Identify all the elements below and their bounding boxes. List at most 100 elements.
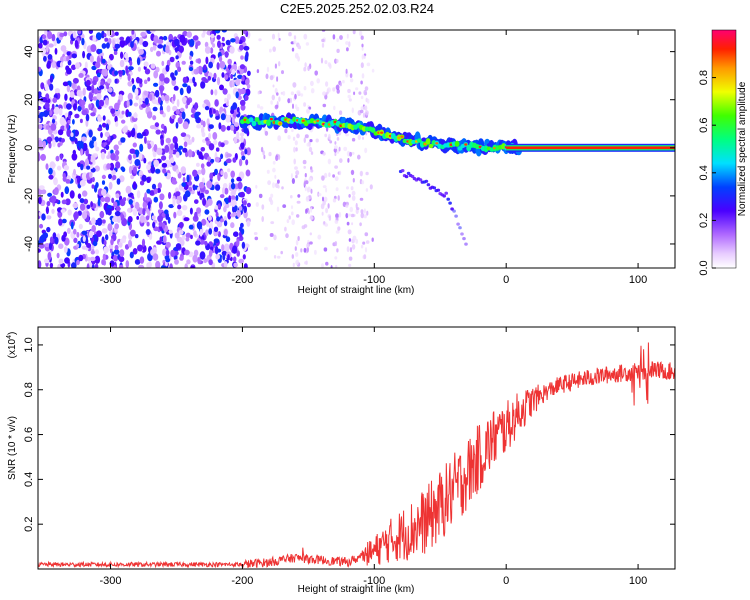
noise-cell (108, 53, 114, 61)
noise-cell (224, 187, 229, 195)
noise-cell (139, 143, 144, 152)
noise-cell (226, 153, 232, 158)
noise-cell (196, 66, 199, 75)
noise-cell (242, 254, 246, 260)
snr-frame (37, 326, 676, 570)
noise-cell (318, 193, 322, 197)
noise-cell (106, 163, 111, 170)
noise-cell (297, 194, 301, 198)
noise-cell (360, 95, 364, 100)
noise-cell (119, 59, 125, 68)
noise-cell (82, 87, 86, 96)
noise-cell (258, 38, 262, 42)
noise-cell (175, 109, 180, 115)
noise-cell (202, 197, 207, 206)
noise-cell (362, 241, 366, 245)
noise-cell (361, 54, 364, 60)
x-tick-label: 100 (629, 274, 647, 286)
noise-cell (200, 81, 206, 89)
noise-cell (191, 136, 195, 143)
spectrogram-y-ticks: -40 -20 0 20 40 (23, 46, 675, 252)
noise-cell (233, 256, 237, 263)
noise-cell (321, 263, 324, 268)
noise-cell (144, 68, 151, 75)
noise-cell (281, 186, 284, 190)
noise-cell (224, 97, 228, 103)
noise-cell (362, 112, 366, 118)
noise-cell (111, 197, 115, 203)
noise-cell (49, 161, 56, 170)
noise-cell (360, 212, 365, 219)
noise-cell (247, 70, 251, 77)
noise-cell (221, 36, 225, 42)
noise-cell (219, 61, 226, 69)
noise-cell (138, 78, 143, 84)
colorbar-tick-label: 0.8 (698, 70, 710, 85)
y-tick-label: 20 (23, 94, 35, 106)
noise-cell (127, 66, 134, 71)
noise-cell (221, 244, 225, 252)
noise-cell (287, 98, 291, 104)
noise-cell (175, 55, 179, 60)
noise-cell (322, 200, 326, 206)
noise-cell (138, 36, 144, 45)
noise-cell (115, 149, 120, 156)
noise-cell (336, 137, 340, 141)
noise-cell (161, 222, 166, 229)
noise-cell (188, 66, 194, 72)
noise-cell (71, 153, 78, 161)
noise-cell (49, 75, 54, 83)
noise-cell (75, 62, 80, 70)
noise-cell (213, 238, 220, 243)
noise-cell (46, 226, 51, 233)
noise-cell (347, 94, 351, 99)
noise-cell (349, 73, 353, 78)
noise-cell (60, 191, 64, 198)
noise-cell (263, 154, 266, 160)
noise-cell (119, 249, 125, 257)
noise-cell (217, 231, 221, 238)
noise-cell (66, 227, 71, 234)
noise-cell (293, 35, 297, 40)
noise-cell (357, 134, 361, 140)
noise-cell (334, 165, 338, 169)
noise-cell (235, 91, 239, 99)
noise-cell (143, 90, 149, 96)
noise-cell (79, 118, 83, 124)
noise-cell (185, 104, 189, 109)
noise-cell (114, 115, 118, 123)
noise-cell (51, 208, 55, 214)
noise-cell (362, 136, 364, 140)
noise-cell (309, 232, 312, 236)
noise-cell (113, 254, 118, 262)
noise-cell (139, 215, 145, 223)
noise-cell (335, 264, 338, 268)
noise-cell (321, 43, 325, 48)
noise-cell (66, 128, 72, 137)
noise-cell (152, 253, 159, 261)
noise-cell (114, 31, 119, 36)
noise-cell (105, 207, 110, 214)
noise-cell (201, 131, 206, 138)
noise-cell (199, 251, 206, 260)
noise-cell (324, 60, 328, 65)
noise-cell (203, 99, 210, 104)
noise-cell (227, 58, 232, 65)
snr-series-line (38, 342, 675, 569)
y-tick-label: 0 (23, 145, 35, 151)
y-tick-label: 40 (23, 46, 35, 58)
noise-cell (175, 243, 182, 250)
noise-cell (364, 247, 368, 253)
noise-cell (329, 63, 332, 69)
noise-cell (77, 175, 80, 185)
noise-cell (61, 218, 67, 224)
noise-cell (111, 169, 116, 176)
noise-cell (208, 228, 213, 235)
noise-cell (230, 124, 235, 131)
noise-cell (301, 225, 306, 230)
noise-cell (183, 217, 190, 222)
noise-cell (276, 255, 281, 259)
noise-cell (261, 204, 265, 210)
noise-cell (179, 87, 184, 96)
